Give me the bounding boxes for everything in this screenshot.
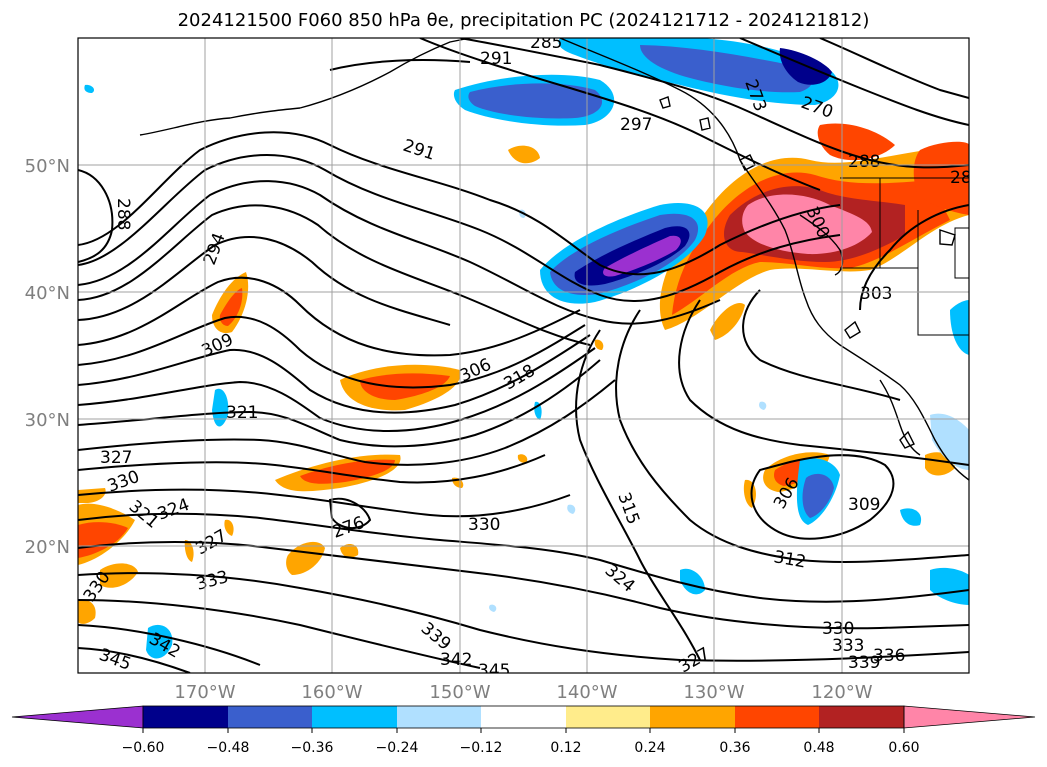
- colorbar-extend-max: [903, 705, 1036, 729]
- colorbar-segment: [397, 706, 481, 728]
- colorbar-tick-label: 0.36: [719, 740, 750, 756]
- colorbar-segment: [228, 706, 312, 728]
- longitude-labels: 170°W 160°W 150°W 140°W 130°W 120°W: [174, 682, 872, 703]
- map-plot-area: 291 297 291 288 288 270 273 288 294 309 …: [78, 33, 982, 681]
- map-title: 2024121500 F060 850 hPa θe, precipitatio…: [177, 10, 870, 31]
- colorbar-tick-label: −0.36: [291, 740, 334, 756]
- contour-label: 345: [478, 661, 510, 681]
- contour-label: 291: [480, 49, 512, 69]
- colorbar-tick-label: 0.48: [803, 740, 834, 756]
- political-borders: [840, 177, 969, 336]
- lat-label: 40°N: [25, 283, 70, 304]
- lon-label: 170°W: [174, 682, 235, 703]
- lat-label: 20°N: [25, 537, 70, 558]
- lon-label: 150°W: [429, 682, 490, 703]
- colorbar-segment: [735, 706, 819, 728]
- contour-label: 288: [848, 152, 880, 172]
- colorbar-segment: [312, 706, 397, 728]
- colorbar-tick-label: −0.60: [122, 740, 165, 756]
- contour-label: 288: [950, 168, 982, 188]
- contour-label: 327: [100, 448, 132, 468]
- lat-label: 50°N: [25, 156, 70, 177]
- contour-label: 339: [848, 653, 880, 673]
- contour-label: 336: [873, 646, 905, 666]
- lon-label: 160°W: [301, 682, 362, 703]
- contour-label: 321: [226, 403, 258, 423]
- colorbar-tick-label: 0.12: [550, 740, 581, 756]
- contour-label: 330: [468, 515, 500, 535]
- colorbar-tick-label: 0.60: [888, 740, 919, 756]
- contour-label: 333: [832, 636, 864, 656]
- contour-label: 342: [440, 650, 472, 670]
- latitude-labels: 50°N 40°N 30°N 20°N: [25, 156, 70, 558]
- colorbar-tick-label: −0.48: [207, 740, 250, 756]
- colorbar: −0.60 −0.48 −0.36 −0.24 −0.12 0.12 0.24 …: [11, 705, 1036, 756]
- contour-label: 285: [530, 33, 562, 53]
- plot-frame: [77, 37, 970, 674]
- colorbar-segment: [819, 706, 904, 728]
- contour-label: 330: [822, 619, 854, 639]
- colorbar-segment: [143, 706, 228, 728]
- lat-label: 30°N: [25, 410, 70, 431]
- graticule: [78, 38, 969, 673]
- colorbar-segment: [566, 706, 650, 728]
- colorbar-extend-min: [11, 705, 144, 729]
- colorbar-segment: [650, 706, 735, 728]
- contour-label: 297: [620, 115, 652, 135]
- lon-label: 140°W: [556, 682, 617, 703]
- contour-label: 303: [860, 284, 892, 304]
- contour-label: 288: [113, 198, 133, 230]
- coastlines: [139, 38, 969, 481]
- lon-label: 130°W: [683, 682, 744, 703]
- colorbar-tick-label: −0.24: [376, 740, 419, 756]
- contour-label: 309: [848, 495, 880, 515]
- lon-label: 120°W: [811, 682, 872, 703]
- colorbar-tick-label: −0.12: [460, 740, 503, 756]
- theta-e-contours: [78, 38, 969, 673]
- colorbar-tick-label: 0.24: [634, 740, 665, 756]
- colorbar-segment: [481, 706, 566, 728]
